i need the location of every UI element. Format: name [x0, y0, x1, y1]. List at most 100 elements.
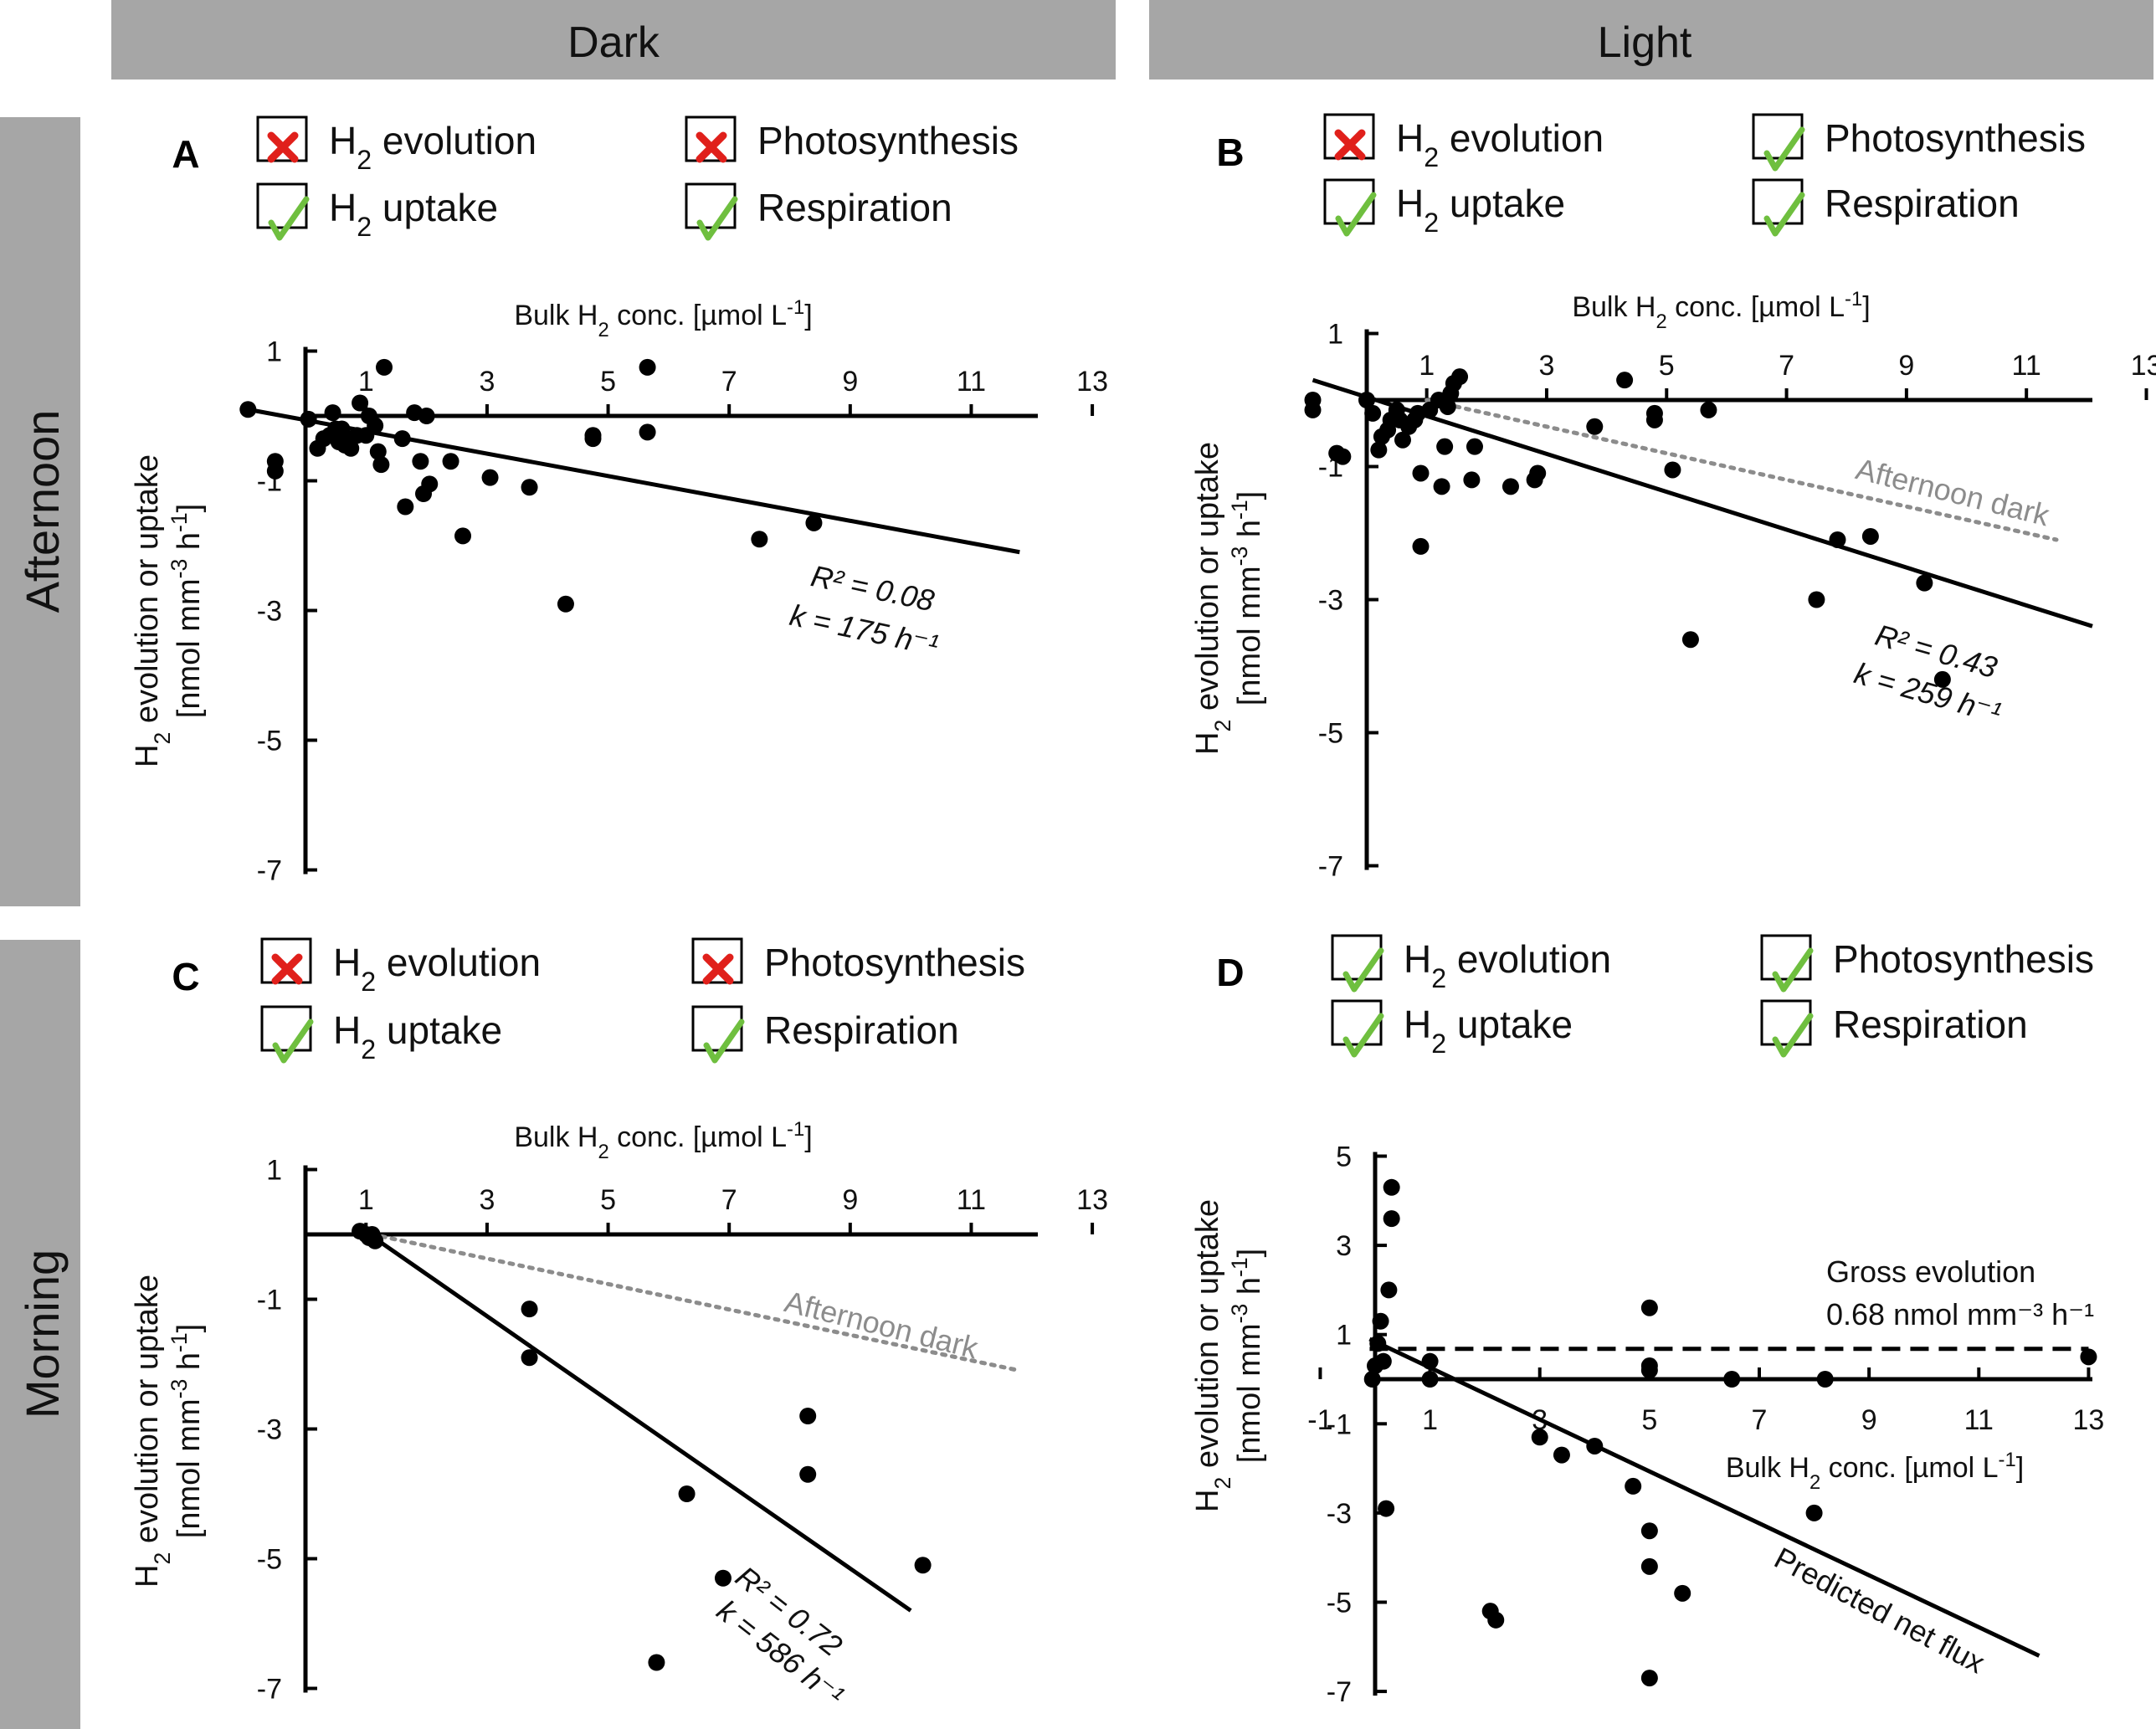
- data-point: [352, 394, 369, 412]
- text-span: -1: [1999, 1449, 2016, 1471]
- x-axis-title: Bulk H2 conc. [µmol L-1]: [1572, 288, 1870, 333]
- data-point: [1805, 1504, 1823, 1521]
- data-point: [1808, 591, 1825, 608]
- data-point: [521, 1349, 538, 1367]
- legend-text: Photosynthesis: [1833, 937, 2094, 981]
- y-tick-label: -5: [1318, 718, 1343, 750]
- cross-icon: [267, 131, 299, 163]
- data-point: [367, 1232, 384, 1249]
- fit-line-label: Predicted net flux: [1768, 1541, 1990, 1680]
- data-point: [1394, 431, 1411, 449]
- checkbox: [1331, 999, 1383, 1046]
- checkbox: [1752, 178, 1804, 225]
- legend-text: H2 evolution: [329, 119, 536, 175]
- text-span: Bulk H: [1726, 1452, 1810, 1484]
- legend-item: Photosynthesis: [1752, 113, 2086, 172]
- text-span: evolution or uptake: [1190, 1199, 1225, 1477]
- legend-item: Photosynthesis: [685, 115, 1019, 163]
- cross-icon: [696, 131, 727, 163]
- data-point: [1369, 1335, 1387, 1352]
- legend-sub: 2: [357, 145, 372, 175]
- checkbox: [1760, 999, 1812, 1046]
- data-point: [1372, 1312, 1389, 1330]
- legend-text: Respiration: [1833, 1003, 2028, 1046]
- data-point: [1723, 1371, 1741, 1388]
- legend-text: H2 evolution: [333, 941, 541, 997]
- legend-rest: uptake: [1439, 182, 1565, 225]
- data-point: [418, 408, 435, 424]
- text-span: ]: [1232, 491, 1267, 500]
- ref-line-label: Afternoon dark: [781, 1284, 982, 1365]
- data-point: [1916, 574, 1933, 592]
- data-point: [367, 417, 384, 434]
- legend-item: Photosynthesis: [691, 937, 1025, 985]
- data-point: [1421, 1352, 1439, 1370]
- legend-rest: evolution: [372, 119, 536, 162]
- x-tick-label: 3: [479, 366, 495, 398]
- x-tick-label: 7: [1779, 350, 1794, 382]
- text-span: 2: [1210, 1477, 1235, 1490]
- legend-label: Photosynthesis: [1833, 937, 2094, 981]
- legend-label: H: [333, 1008, 361, 1052]
- legend-rest: uptake: [372, 186, 498, 229]
- text-span: -1: [167, 512, 192, 532]
- legend-text: H2 evolution: [1404, 937, 1611, 993]
- legend-label: H: [1404, 1003, 1431, 1046]
- x-tick-label: 7: [721, 1184, 737, 1216]
- data-point: [639, 423, 656, 441]
- text-span: H: [130, 1565, 165, 1588]
- data-point: [1553, 1446, 1570, 1464]
- cross-icon: [702, 953, 734, 985]
- data-point: [412, 453, 429, 470]
- data-point: [1816, 1371, 1834, 1388]
- data-point: [1439, 398, 1456, 415]
- x-tick-label: 5: [600, 366, 616, 398]
- checkbox: [685, 115, 737, 162]
- text-span: ]: [172, 504, 207, 513]
- checkbox: [1323, 113, 1375, 160]
- text-span: -1: [167, 1332, 192, 1352]
- check-icon: [703, 1018, 745, 1064]
- checkbox: [1323, 178, 1375, 225]
- data-point: [1933, 670, 1951, 688]
- data-point: [2080, 1348, 2097, 1366]
- x-tick-label: 3: [479, 1184, 495, 1216]
- y-tick-label: -7: [1327, 1676, 1352, 1708]
- legend-sub: 2: [1424, 142, 1439, 172]
- data-point: [1664, 461, 1681, 479]
- data-point: [1412, 464, 1430, 482]
- data-point: [521, 1301, 538, 1318]
- text-span: Bulk H: [514, 300, 598, 331]
- data-point: [1681, 631, 1699, 649]
- checkbox: [260, 937, 312, 984]
- y-axis-title-units: [nmol mm-3 h-1]: [1227, 1249, 1267, 1463]
- text-span: h: [1232, 1277, 1267, 1304]
- text-span: 2: [150, 1552, 175, 1565]
- panel-letter: D: [1216, 951, 1244, 994]
- data-point: [1364, 404, 1382, 422]
- data-point: [1640, 1522, 1658, 1540]
- y-tick-label: 3: [1336, 1230, 1352, 1262]
- x-tick-label: 11: [957, 1184, 986, 1216]
- data-point: [442, 453, 459, 470]
- x-tick-label: 1: [1419, 350, 1435, 382]
- checkbox: [1331, 934, 1383, 981]
- data-point: [557, 595, 574, 613]
- data-point: [1625, 1477, 1642, 1495]
- legend-rest: evolution: [1446, 937, 1611, 981]
- col-header-light-bar: [1149, 0, 2153, 80]
- legend-label: H: [1396, 182, 1424, 225]
- y-tick-label: -7: [257, 855, 282, 887]
- legend-item: H2 uptake: [1331, 999, 1573, 1059]
- legend-text: H2 uptake: [333, 1008, 502, 1065]
- x-tick-label: 5: [1641, 1404, 1657, 1436]
- data-point: [678, 1485, 696, 1502]
- y-tick-label: -3: [257, 596, 282, 628]
- text-span: -1: [1227, 1257, 1252, 1277]
- text-span: [nmol mm: [172, 578, 207, 718]
- ref-line-afternoon-dark: [370, 1232, 1022, 1373]
- data-point: [1487, 1611, 1505, 1629]
